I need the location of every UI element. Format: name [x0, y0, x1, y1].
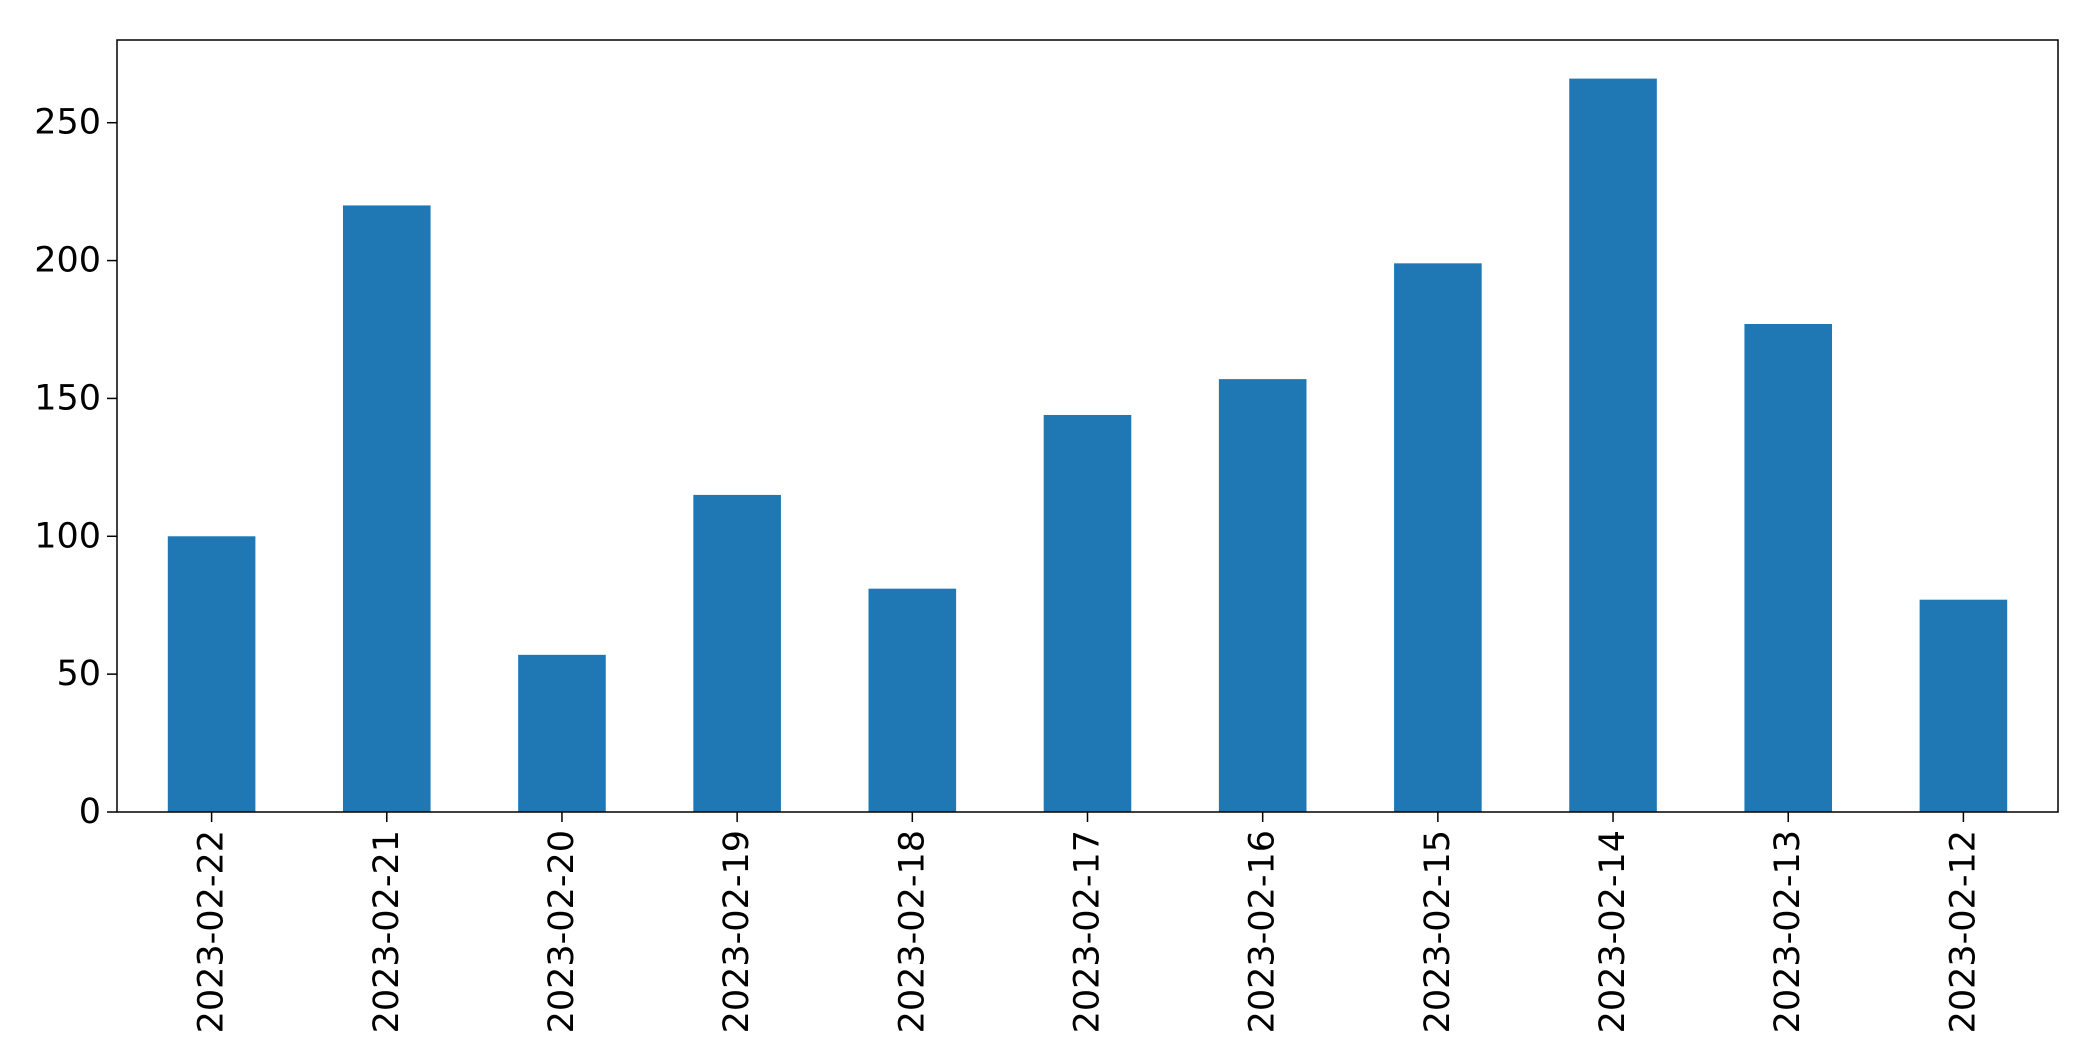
x-tick-label: 2023-02-17 — [1068, 830, 1108, 1033]
bar-2023-02-12 — [1919, 599, 2008, 812]
bars-group — [167, 78, 2008, 813]
x-tick-label: 2023-02-16 — [1243, 830, 1283, 1033]
x-tick-label: 2023-02-18 — [892, 830, 932, 1033]
y-axis: 0 50 100 150 200 250 — [34, 103, 117, 832]
bar-2023-02-20 — [518, 654, 606, 812]
bar-2023-02-13 — [1744, 323, 1833, 812]
bar-2023-02-16 — [1218, 379, 1307, 812]
bar-2023-02-14 — [1569, 78, 1657, 813]
x-tick-label: 2023-02-14 — [1593, 830, 1633, 1033]
x-tick-label: 2023-02-13 — [1768, 830, 1808, 1033]
x-tick-label: 2023-02-22 — [192, 830, 232, 1033]
x-tick-label: 2023-02-15 — [1418, 830, 1458, 1033]
y-tick-label: 200 — [34, 241, 101, 281]
y-tick-label: 50 — [56, 654, 101, 694]
x-axis: 2023-02-22 2023-02-21 2023-02-20 2023-02-19… — [192, 812, 1983, 1033]
x-tick-label: 2023-02-19 — [717, 830, 757, 1033]
bar-2023-02-18 — [868, 588, 957, 812]
x-tick-label: 2023-02-21 — [367, 830, 407, 1033]
y-tick-label: 100 — [34, 516, 101, 556]
bar-2023-02-17 — [1043, 414, 1132, 812]
x-tick-label: 2023-02-12 — [1943, 830, 1983, 1033]
bar-2023-02-21 — [342, 205, 431, 812]
plot-frame — [116, 39, 2059, 813]
y-tick-label: 250 — [34, 103, 101, 143]
y-tick-label: 0 — [79, 792, 101, 832]
y-tick-label: 150 — [34, 378, 101, 418]
bar-2023-02-22 — [167, 536, 256, 812]
x-tick-label: 2023-02-20 — [542, 830, 582, 1033]
bar-2023-02-15 — [1394, 263, 1482, 813]
bar-2023-02-19 — [693, 494, 781, 812]
